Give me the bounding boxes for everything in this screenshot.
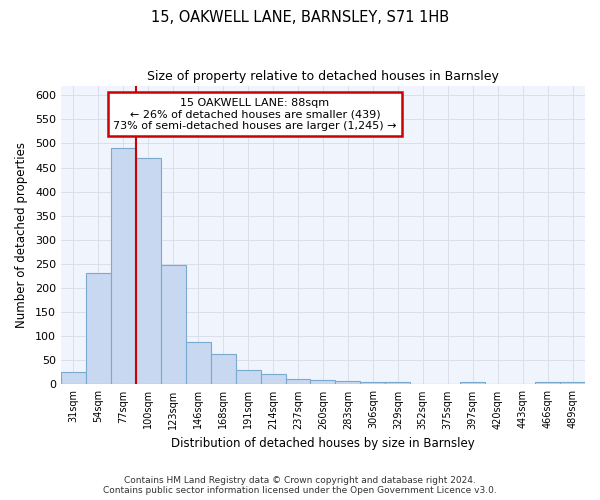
Bar	[560, 382, 585, 384]
Text: 15 OAKWELL LANE: 88sqm
← 26% of detached houses are smaller (439)
73% of semi-de: 15 OAKWELL LANE: 88sqm ← 26% of detached…	[113, 98, 397, 130]
Bar	[161, 265, 186, 384]
Bar	[211, 354, 236, 384]
Text: Contains HM Land Registry data © Crown copyright and database right 2024.
Contai: Contains HM Land Registry data © Crown c…	[103, 476, 497, 495]
Bar	[111, 148, 136, 384]
Bar	[361, 382, 385, 384]
Bar	[310, 380, 335, 384]
Bar	[61, 372, 86, 384]
Bar	[535, 382, 560, 384]
Bar	[260, 374, 286, 384]
Y-axis label: Number of detached properties: Number of detached properties	[15, 142, 28, 328]
Bar	[86, 272, 111, 384]
Bar	[335, 380, 361, 384]
X-axis label: Distribution of detached houses by size in Barnsley: Distribution of detached houses by size …	[171, 437, 475, 450]
Bar	[385, 382, 410, 384]
Title: Size of property relative to detached houses in Barnsley: Size of property relative to detached ho…	[147, 70, 499, 83]
Bar	[286, 378, 310, 384]
Bar	[186, 342, 211, 384]
Bar	[460, 382, 485, 384]
Bar	[236, 370, 260, 384]
Text: 15, OAKWELL LANE, BARNSLEY, S71 1HB: 15, OAKWELL LANE, BARNSLEY, S71 1HB	[151, 10, 449, 25]
Bar	[136, 158, 161, 384]
